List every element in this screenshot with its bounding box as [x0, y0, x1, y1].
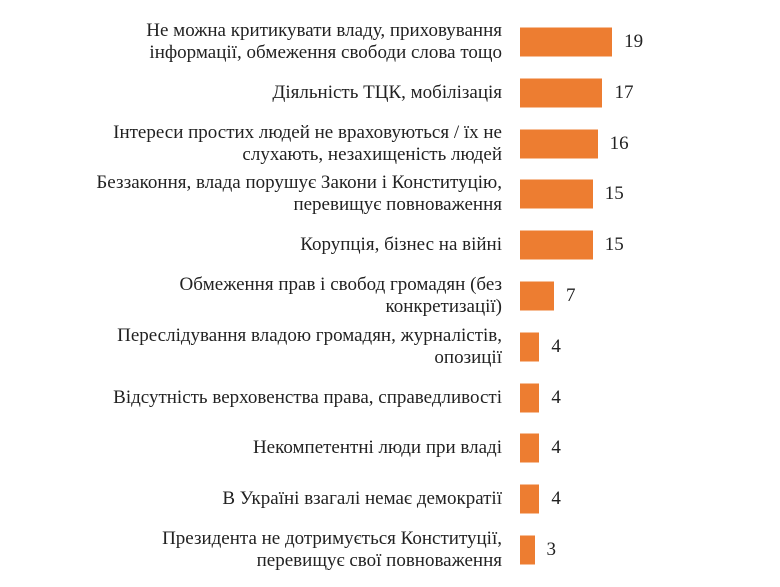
value-label: 16 [609, 132, 629, 154]
bar [520, 484, 540, 514]
bar [520, 179, 593, 209]
value-label: 4 [551, 335, 561, 357]
category-label: Обмеження прав і свобод громадян (без ко… [179, 274, 502, 317]
bar [520, 281, 554, 311]
value-label: 4 [551, 437, 561, 459]
bar [520, 383, 540, 413]
category-label: Корупція, бізнес на війні [300, 234, 502, 256]
value-label: 17 [614, 81, 634, 103]
bar [520, 332, 540, 362]
value-label: 7 [565, 285, 576, 306]
value-label: 15 [604, 183, 624, 205]
bar [520, 27, 613, 57]
bar [520, 433, 540, 463]
category-label: Некомпетентні люди при владі [252, 437, 502, 459]
category-label: Не можна критикувати владу, приховування… [146, 20, 502, 63]
bar [520, 78, 603, 108]
category-label: Беззаконня, влада порушує Закони і Конст… [96, 172, 502, 216]
bar [520, 230, 593, 260]
value-label: 19 [624, 31, 644, 52]
bar [520, 535, 535, 565]
category-label: Відсутність верховенства права, справедл… [113, 386, 502, 408]
value-label: 4 [551, 488, 561, 510]
category-label: Діяльність ТЦК, мобілізація [272, 81, 502, 103]
value-label: 15 [604, 234, 624, 256]
value-label: 4 [551, 386, 561, 408]
category-label: Інтереси простих людей не враховуються /… [113, 121, 502, 165]
category-label: Президента не дотримується Конституції, … [162, 528, 502, 571]
category-label: Переслідування владою громадян, журналіс… [117, 324, 502, 368]
bar [520, 129, 598, 159]
category-label: В Україні взагалі немає демократії [222, 488, 502, 510]
value-label: 3 [546, 539, 557, 560]
